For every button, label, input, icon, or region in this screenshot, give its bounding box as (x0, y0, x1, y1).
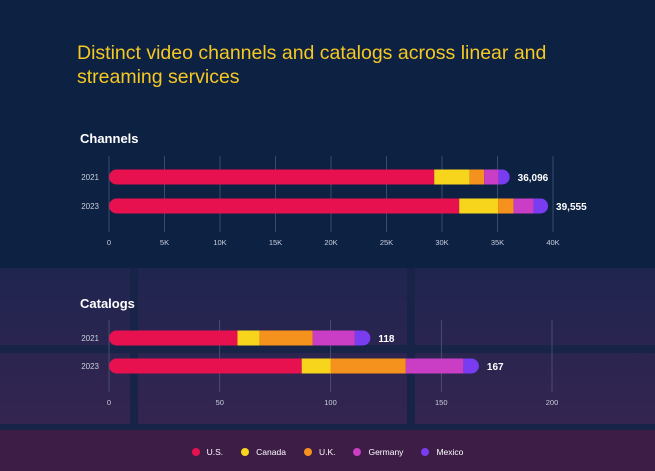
bar-segment-us-2021 (109, 169, 435, 185)
x-tick-label: 25K (380, 238, 393, 247)
bar-segment-canada-2021 (237, 330, 260, 346)
bar-total-label: 36,096 (518, 173, 549, 184)
y-category-label: 2021 (81, 173, 99, 182)
bar-segment-canada-2021 (434, 169, 470, 185)
legend-swatch (303, 448, 312, 456)
bar-segment-us-2023 (109, 358, 302, 374)
legend-item-germany: Germany (353, 447, 403, 457)
bar-segment-uk-2021 (469, 169, 485, 185)
legend-label: U.K. (318, 447, 336, 457)
x-tick-label: 15K (269, 238, 282, 247)
y-category-label: 2021 (81, 334, 99, 343)
bar-segment-germany-2021 (312, 330, 355, 346)
y-category-label: 2023 (81, 202, 99, 211)
legend-item-us: U.S. (191, 447, 224, 457)
bar-segment-mexico-2021 (354, 330, 371, 346)
channels-section-title: Channels (80, 131, 139, 146)
legend-label: U.S. (206, 447, 224, 457)
x-tick-label: 35K (491, 238, 504, 247)
bar-segment-mexico-2023 (533, 198, 549, 214)
x-tick-label: 150 (435, 398, 448, 407)
catalogs-chart: 0 50 100 150 200 2021 118 2023 167 (81, 320, 558, 407)
bar-segment-germany-2023 (513, 198, 534, 214)
bar-segment-uk-2023 (330, 358, 406, 374)
bar-segment-mexico-2021 (498, 169, 510, 185)
chart-title: Distinct video channels and catalogs acr… (77, 42, 547, 88)
x-tick-label: 5K (160, 238, 169, 247)
bar-segment-us-2023 (109, 198, 460, 214)
legend-item-uk: U.K. (303, 447, 336, 457)
catalogs-section-title: Catalogs (80, 296, 135, 311)
bar-segment-canada-2023 (459, 198, 499, 214)
channels-chart: 0 5K 10K 15K 20K 25K 30K 35K 40K 2021 36,096 2023 39… (81, 156, 587, 247)
x-tick-label: 0 (107, 398, 111, 407)
legend-band-background (0, 430, 655, 471)
bar-total-label: 118 (378, 334, 395, 345)
bar-segment-us-2021 (109, 330, 238, 346)
x-tick-label: 10K (213, 238, 226, 247)
x-tick-label: 0 (107, 238, 111, 247)
legend-label: Canada (256, 447, 286, 457)
bar-segment-canada-2023 (301, 358, 331, 374)
bar-segment-germany-2023 (405, 358, 464, 374)
background-stripe (0, 424, 655, 432)
bar-total-label: 167 (487, 362, 504, 373)
x-tick-label: 30K (435, 238, 448, 247)
x-tick-label: 50 (216, 398, 224, 407)
legend-label: Germany (368, 447, 404, 457)
legend: U.S. Canada U.K. Germany Mexico (0, 444, 655, 460)
x-tick-label: 100 (324, 398, 337, 407)
y-category-label: 2023 (81, 362, 99, 371)
x-tick-label: 200 (546, 398, 559, 407)
legend-item-canada: Canada (241, 447, 286, 457)
legend-swatch (241, 448, 250, 456)
bar-segment-uk-2023 (498, 198, 514, 214)
legend-swatch (353, 448, 362, 456)
bar-segment-uk-2021 (259, 330, 313, 346)
legend-swatch (191, 448, 200, 456)
background-stripe (0, 345, 655, 353)
legend-swatch (421, 448, 430, 456)
legend-label: Mexico (436, 447, 464, 457)
legend-item-mexico: Mexico (421, 447, 463, 457)
bar-total-label: 39,555 (556, 202, 587, 213)
x-tick-label: 40K (546, 238, 559, 247)
bar-segment-germany-2021 (484, 169, 499, 185)
bar-segment-mexico-2023 (463, 358, 479, 374)
x-tick-label: 20K (324, 238, 337, 247)
